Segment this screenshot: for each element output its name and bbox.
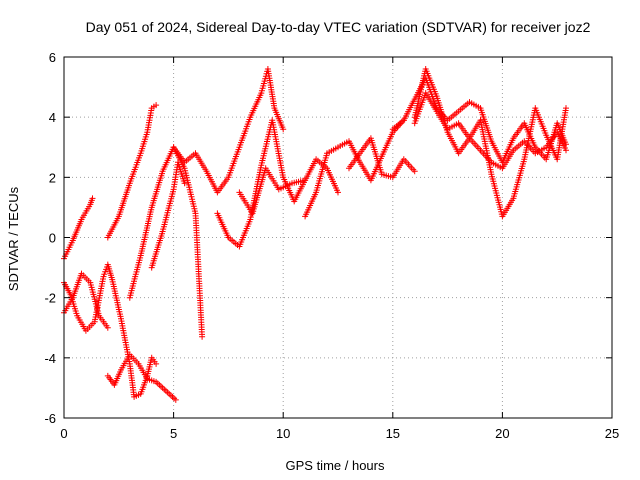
- series-arc-f: [126, 144, 206, 340]
- y-tick-label: -2: [44, 291, 56, 306]
- series-markers: [236, 156, 341, 217]
- y-tick-label: 6: [49, 50, 56, 65]
- series-arc-k: [302, 117, 407, 220]
- series-markers: [104, 351, 179, 403]
- series-markers: [148, 159, 188, 271]
- series-markers: [411, 66, 569, 220]
- x-axis-label: GPS time / hours: [286, 458, 385, 473]
- data-series: [61, 66, 569, 403]
- series-markers: [126, 144, 206, 340]
- series-arc-o: [411, 90, 569, 172]
- series-markers: [302, 117, 407, 220]
- series-arc-j: [236, 156, 341, 217]
- x-tick-label: 15: [386, 426, 400, 441]
- x-tick-label: 10: [276, 426, 290, 441]
- y-tick-label: 0: [49, 231, 56, 246]
- series-arc-a: [61, 195, 96, 262]
- y-tick-label: 2: [49, 170, 56, 185]
- x-tick-label: 25: [605, 426, 619, 441]
- series-markers: [104, 102, 160, 241]
- y-tick-label: -6: [44, 411, 56, 426]
- series-markers: [61, 195, 96, 262]
- axis-ticks: 0 5 10 15 20 25 -6 -4 -2 0 2 4 6: [44, 50, 619, 441]
- series-markers: [170, 66, 287, 196]
- series-arc-d: [104, 351, 179, 403]
- chart-title: Day 051 of 2024, Sidereal Day-to-day VTE…: [86, 19, 591, 35]
- series-arc-h: [170, 66, 287, 196]
- x-tick-label: 20: [495, 426, 509, 441]
- x-tick-label: 0: [60, 426, 67, 441]
- series-markers: [346, 135, 418, 181]
- series-arc-l: [346, 135, 418, 181]
- series-markers: [411, 90, 569, 172]
- series-arc-e: [104, 102, 160, 241]
- y-tick-label: 4: [49, 110, 56, 125]
- series-arc-g: [148, 159, 188, 271]
- series-arc-n: [411, 66, 569, 220]
- x-tick-label: 5: [170, 426, 177, 441]
- y-tick-label: -4: [44, 351, 56, 366]
- y-axis-label: SDTVAR / TECUs: [6, 186, 21, 291]
